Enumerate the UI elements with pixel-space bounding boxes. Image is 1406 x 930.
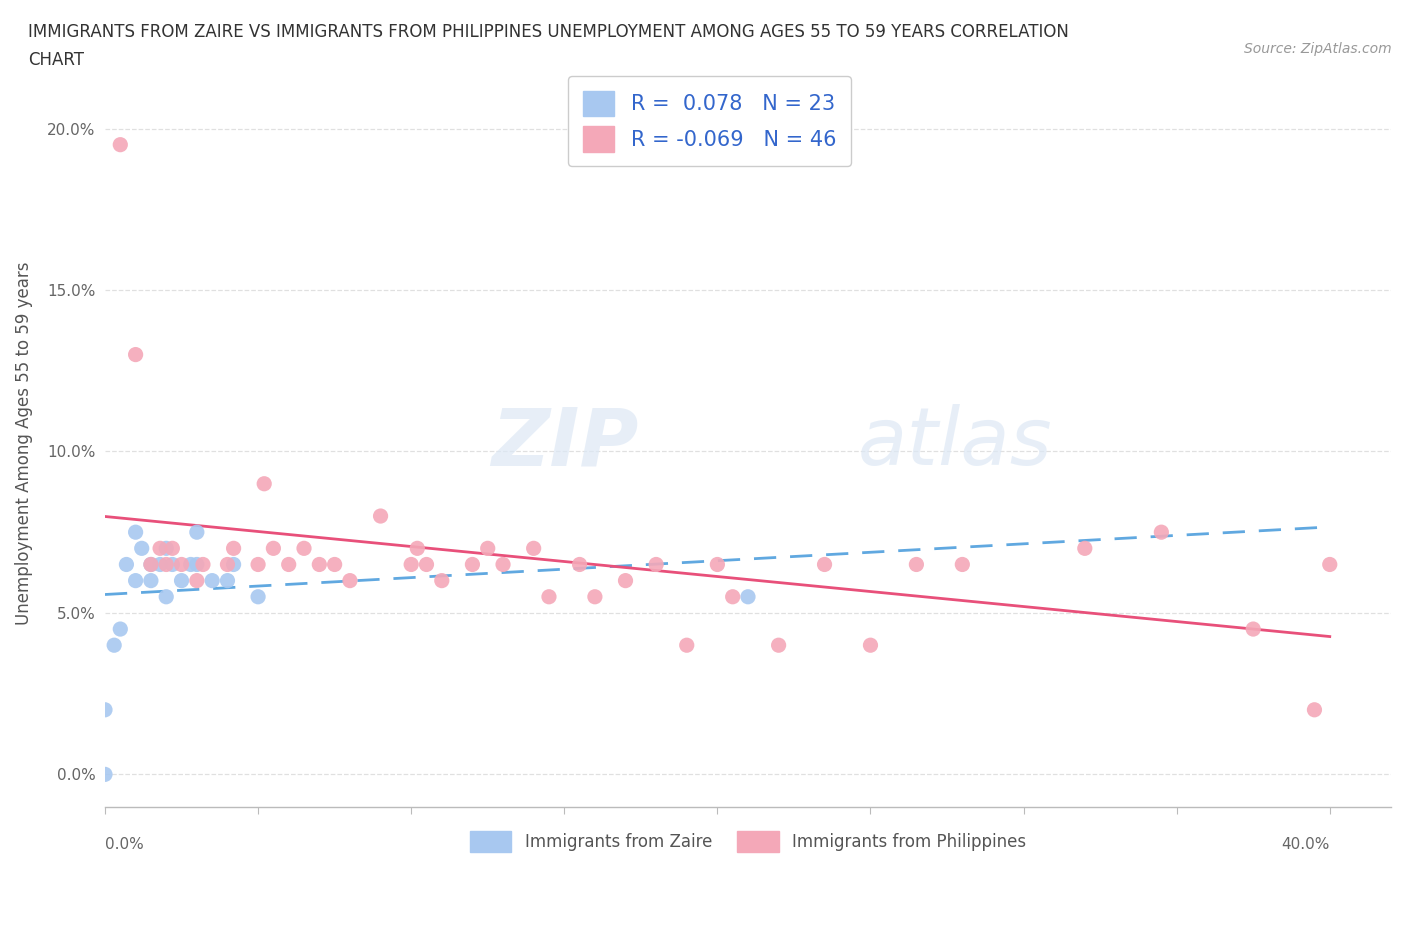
Point	[415, 557, 437, 572]
Point	[247, 590, 270, 604]
Point	[103, 638, 125, 653]
Point	[115, 557, 138, 572]
Text: ZIP: ZIP	[491, 405, 638, 483]
Y-axis label: Unemployment Among Ages 55 to 59 years: Unemployment Among Ages 55 to 59 years	[15, 261, 32, 625]
Point	[94, 702, 117, 717]
Point	[950, 557, 973, 572]
Point	[370, 509, 392, 524]
Point	[461, 557, 484, 572]
Point	[149, 557, 172, 572]
Point	[523, 541, 546, 556]
Point	[308, 557, 330, 572]
Point	[170, 573, 193, 588]
Point	[180, 557, 202, 572]
Point	[217, 557, 239, 572]
Point	[201, 573, 224, 588]
Legend: Immigrants from Zaire, Immigrants from Philippines: Immigrants from Zaire, Immigrants from P…	[461, 823, 1035, 860]
Point	[155, 590, 177, 604]
Point	[139, 573, 162, 588]
Point	[170, 557, 193, 572]
Point	[162, 541, 184, 556]
Point	[1319, 557, 1341, 572]
Point	[94, 767, 117, 782]
Text: 0.0%: 0.0%	[105, 837, 143, 852]
Point	[124, 347, 146, 362]
Text: 40.0%: 40.0%	[1281, 837, 1330, 852]
Point	[492, 557, 515, 572]
Point	[222, 541, 245, 556]
Point	[155, 541, 177, 556]
Text: CHART: CHART	[28, 51, 84, 69]
Point	[277, 557, 299, 572]
Point	[262, 541, 284, 556]
Point	[131, 541, 153, 556]
Point	[614, 573, 637, 588]
Point	[139, 557, 162, 572]
Point	[292, 541, 315, 556]
Text: atlas: atlas	[858, 405, 1052, 483]
Point	[186, 573, 208, 588]
Point	[124, 525, 146, 539]
Point	[406, 541, 429, 556]
Point	[124, 573, 146, 588]
Point	[706, 557, 728, 572]
Point	[768, 638, 790, 653]
Point	[1074, 541, 1097, 556]
Point	[247, 557, 270, 572]
Point	[253, 476, 276, 491]
Point	[721, 590, 744, 604]
Point	[477, 541, 499, 556]
Point	[186, 557, 208, 572]
Text: Source: ZipAtlas.com: Source: ZipAtlas.com	[1244, 42, 1392, 56]
Point	[537, 590, 560, 604]
Point	[813, 557, 835, 572]
Point	[859, 638, 882, 653]
Point	[149, 541, 172, 556]
Point	[1303, 702, 1326, 717]
Point	[568, 557, 591, 572]
Point	[186, 525, 208, 539]
Point	[217, 573, 239, 588]
Point	[430, 573, 453, 588]
Point	[222, 557, 245, 572]
Point	[1150, 525, 1173, 539]
Point	[139, 557, 162, 572]
Point	[737, 590, 759, 604]
Point	[155, 557, 177, 572]
Point	[110, 621, 132, 636]
Point	[905, 557, 928, 572]
Point	[399, 557, 422, 572]
Point	[162, 557, 184, 572]
Point	[191, 557, 214, 572]
Point	[1241, 621, 1264, 636]
Text: IMMIGRANTS FROM ZAIRE VS IMMIGRANTS FROM PHILIPPINES UNEMPLOYMENT AMONG AGES 55 : IMMIGRANTS FROM ZAIRE VS IMMIGRANTS FROM…	[28, 23, 1069, 41]
Point	[339, 573, 361, 588]
Point	[645, 557, 668, 572]
Point	[110, 138, 132, 153]
Point	[583, 590, 606, 604]
Point	[323, 557, 346, 572]
Point	[675, 638, 697, 653]
